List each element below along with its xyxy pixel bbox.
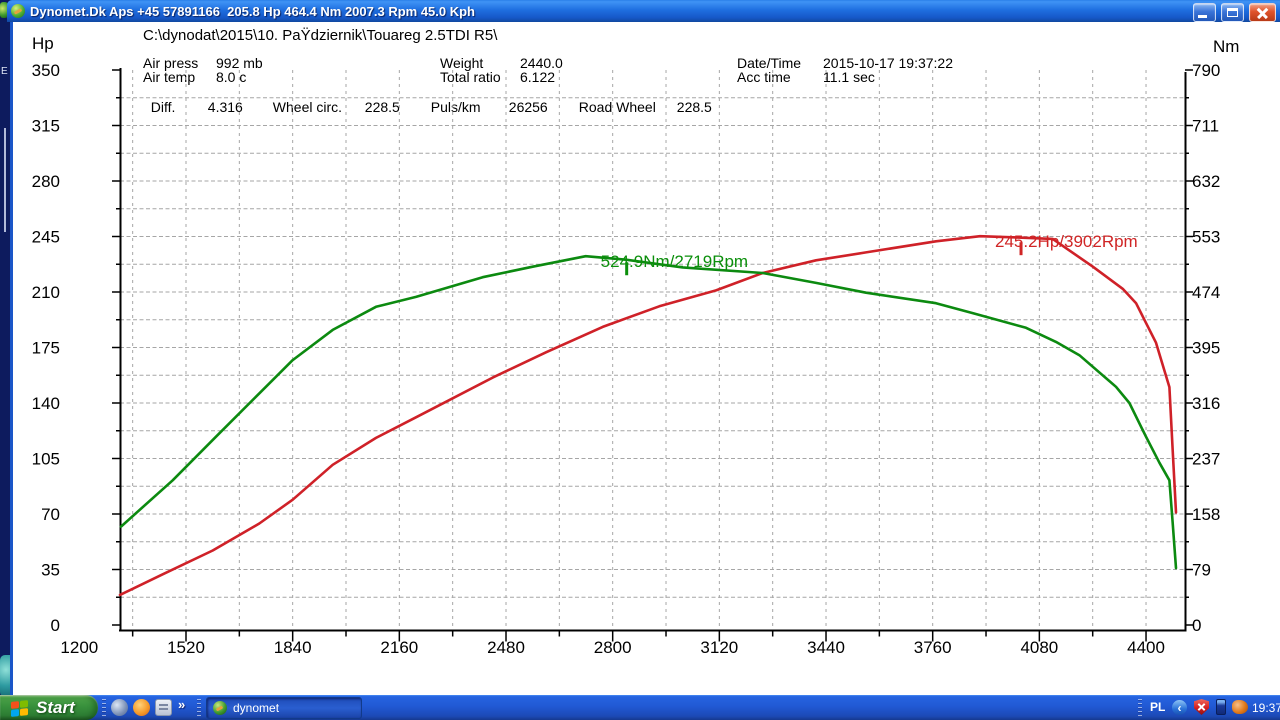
diff-label: Diff. xyxy=(150,99,176,115)
window-client-area xyxy=(10,22,1280,695)
window-title: Dynomet.Dk Aps +45 57891166 205.8 Hp 464… xyxy=(30,3,476,19)
file-path: C:\dynodat\2015\10. PaŸdziernik\Touareg … xyxy=(143,27,498,44)
minimize-icon xyxy=(1198,15,1207,18)
dynomet-task-icon xyxy=(213,701,227,715)
window-titlebar[interactable]: Dynomet.Dk Aps +45 57891166 205.8 Hp 464… xyxy=(7,0,1280,22)
desktop-background xyxy=(0,0,11,720)
info-air-temp: Air temp 8.0 c xyxy=(143,69,247,85)
maximize-button[interactable] xyxy=(1221,3,1244,22)
quick-launch-overflow-chevron[interactable]: » xyxy=(178,697,186,712)
desktop-artifact-line xyxy=(4,128,6,232)
app-icon xyxy=(11,4,25,18)
desktop-artifact-letter: E xyxy=(1,66,8,77)
task-button-label: dynomet xyxy=(233,701,280,715)
tray-separator xyxy=(1138,699,1142,716)
info-datetime: Date/Time 2015-10-17 19:37:22 xyxy=(737,55,953,71)
minimize-button[interactable] xyxy=(1193,3,1216,22)
info-air-press: Air press 992 mb xyxy=(143,55,263,71)
tray-update-icon[interactable] xyxy=(1232,700,1248,714)
quick-launch-app-icon[interactable] xyxy=(155,699,172,716)
start-label: Start xyxy=(36,697,75,717)
taskbar: Start » dynomet PL ‹ 19:37 xyxy=(0,695,1280,720)
desktop-icon-partial-top xyxy=(0,2,8,18)
info-acc-time: Acc time 11.1 sec xyxy=(737,69,875,85)
taskbar-separator xyxy=(102,699,106,716)
tray-security-alert-icon[interactable] xyxy=(1194,699,1209,715)
info-weight: Weight 2440.0 xyxy=(440,55,563,71)
wheel-circ-label: Wheel circ. xyxy=(272,99,343,115)
maximize-icon xyxy=(1227,8,1238,17)
puls-km-label: Puls/km xyxy=(430,99,481,115)
windows-flag-icon xyxy=(11,699,28,717)
right-axis-title: Nm xyxy=(1213,37,1240,56)
quick-launch-firefox-icon[interactable] xyxy=(133,699,150,716)
info-total-ratio: Total ratio 6.122 xyxy=(440,69,556,85)
window-controls xyxy=(1193,3,1276,22)
info-diff-row: Diff. 4.316 Wheel circ. 228.5 Puls/km 26256 Ro… xyxy=(150,99,712,115)
taskbar-task-dynomet[interactable]: dynomet xyxy=(206,697,362,719)
road-wheel-label: Road Wheel xyxy=(578,99,656,115)
tray-clock[interactable]: 19:37 xyxy=(1252,701,1280,715)
tray-language-indicator[interactable]: PL xyxy=(1150,700,1166,714)
taskbar-separator xyxy=(197,699,201,716)
tray-collapse-icon[interactable]: ‹ xyxy=(1172,700,1187,715)
close-button[interactable] xyxy=(1249,3,1276,22)
left-axis-title: Hp xyxy=(32,34,54,53)
start-button[interactable]: Start xyxy=(0,695,98,720)
quick-launch-messenger-icon[interactable] xyxy=(111,699,128,716)
tray-battery-icon[interactable] xyxy=(1216,699,1226,715)
